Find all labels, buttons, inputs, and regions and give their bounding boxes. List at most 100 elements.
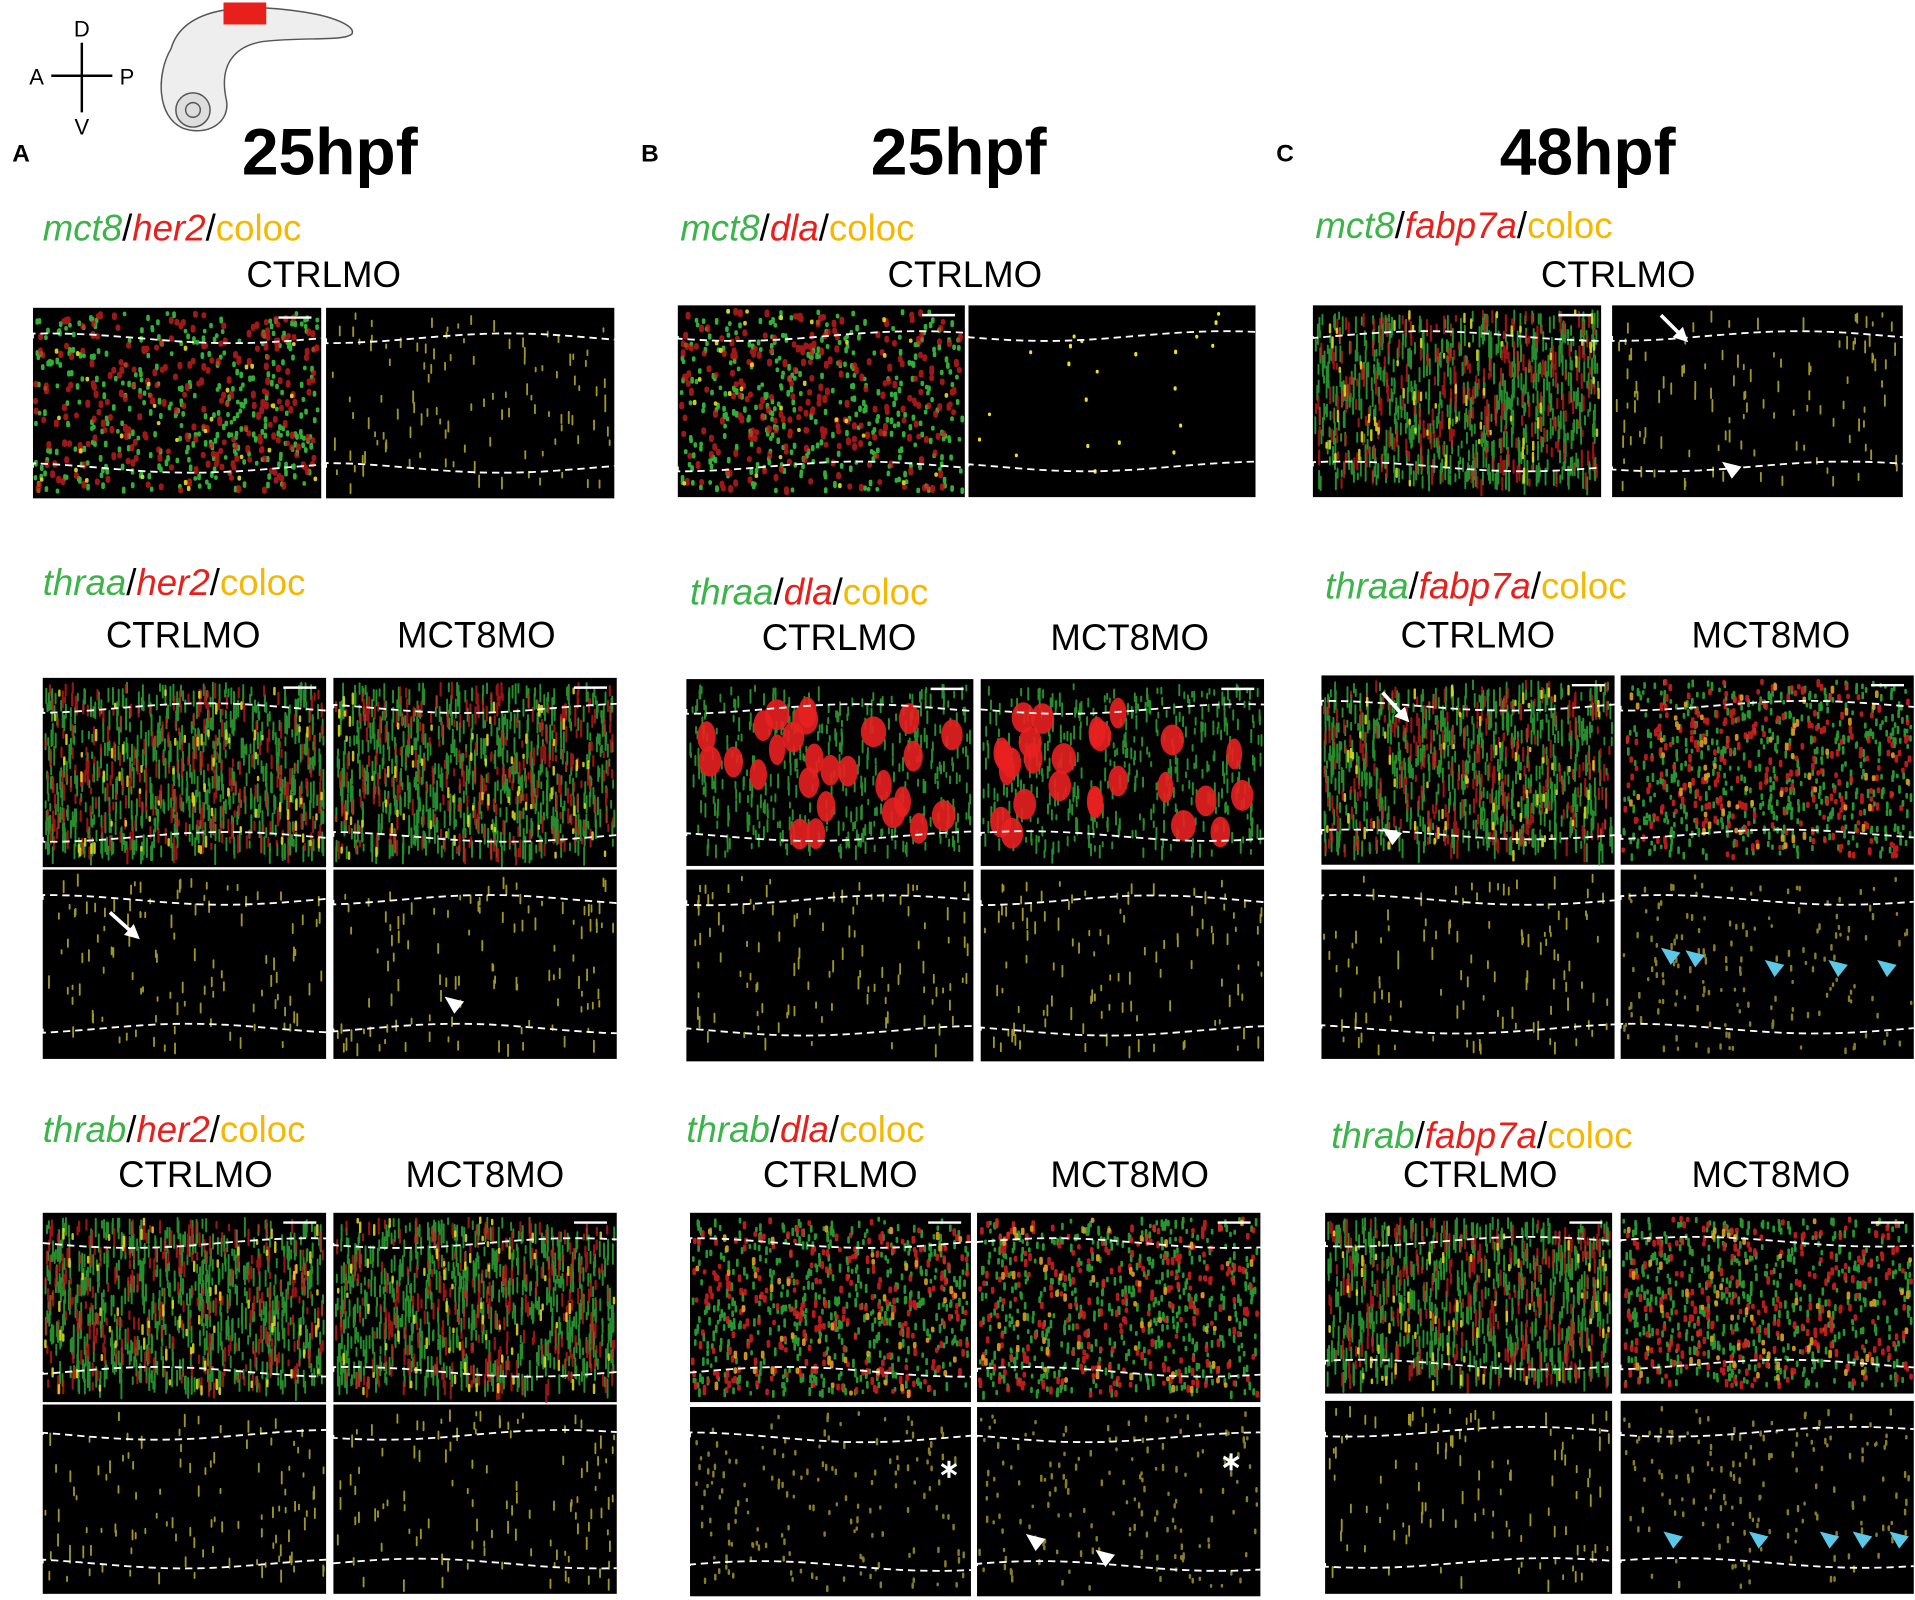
asterisk <box>1222 1453 1240 1471</box>
signal-blob <box>860 716 887 748</box>
probe-label-part: mct8 <box>680 208 760 249</box>
micrograph <box>1320 869 1615 1059</box>
probe-label: mct8/fabp7a/coloc <box>1315 205 1612 246</box>
boundary-dashed <box>689 1366 971 1378</box>
micrograph <box>689 1212 972 1403</box>
micrograph <box>976 1212 1261 1403</box>
image-background <box>980 869 1265 1062</box>
micrograph <box>325 307 615 499</box>
probe-label-part: mct8 <box>43 208 123 249</box>
signal-blob <box>789 818 811 850</box>
panel-title: 25hpf <box>242 115 419 189</box>
dorsal-label: D <box>74 17 90 42</box>
micrograph <box>979 869 1265 1062</box>
probe-label-part: coloc <box>829 208 915 249</box>
probe-label-part: / <box>126 1109 137 1150</box>
probe-label-part: her2 <box>136 1109 209 1150</box>
image-background <box>1620 1400 1914 1594</box>
image-background <box>1321 869 1615 1059</box>
probe-label-part: her2 <box>132 208 205 249</box>
signal-blob <box>838 755 858 787</box>
signal <box>1626 1218 1912 1381</box>
probe-label-part: / <box>1395 205 1406 246</box>
condition-label: MCT8MO <box>1050 617 1209 658</box>
signal-blob <box>698 745 722 777</box>
boundary-dashed <box>676 330 965 342</box>
condition-label: CTRLMO <box>106 614 261 655</box>
probe-label-part: / <box>210 562 221 603</box>
arrowhead <box>1852 1531 1873 1549</box>
boundary-dashed <box>976 1366 1261 1378</box>
boundary-dashed <box>41 831 327 843</box>
condition-label: MCT8MO <box>1050 1154 1209 1195</box>
probe-label: thrab/fabp7a/coloc <box>1331 1115 1632 1156</box>
probe-label-part: dla <box>770 208 819 249</box>
signal-blob <box>1226 738 1243 770</box>
boundary-dashed <box>41 702 327 714</box>
boundary-dashed <box>1324 1235 1613 1248</box>
arrowhead <box>1877 959 1897 978</box>
signal <box>44 1411 325 1585</box>
boundary-dashed <box>685 830 974 842</box>
signal <box>694 875 970 1058</box>
boundary-dashed <box>1619 1235 1914 1248</box>
micrograph <box>976 1406 1261 1597</box>
probe-label-part: / <box>1409 565 1420 606</box>
boundary-dashed <box>979 703 1265 715</box>
condition-label: MCT8MO <box>1692 1154 1851 1195</box>
micrograph <box>979 679 1265 866</box>
probe-label-part: / <box>760 208 771 249</box>
boundary-dashed <box>1619 699 1914 712</box>
boundary-dashed <box>685 894 974 907</box>
arrowhead <box>1025 1534 1046 1552</box>
signal-blob <box>931 800 956 832</box>
signal-blob <box>941 719 963 751</box>
signal <box>331 312 611 495</box>
embryo-eye <box>175 92 211 128</box>
boundary-dashed <box>979 830 1265 842</box>
micrograph <box>689 1406 972 1597</box>
condition-label: MCT8MO <box>1692 614 1851 655</box>
signal-blob <box>1030 703 1055 734</box>
panel-letter: C <box>1276 140 1294 167</box>
signal <box>682 308 949 489</box>
signal-blob <box>1195 785 1217 817</box>
micrograph <box>685 869 974 1062</box>
micrograph <box>1611 305 1903 498</box>
probe-label-part: thrab <box>686 1109 769 1150</box>
panel-title: 48hpf <box>1500 115 1677 189</box>
image-background <box>686 869 974 1062</box>
signal-blob <box>1051 743 1077 774</box>
boundary-dashed <box>685 1025 974 1037</box>
image-background <box>326 307 615 499</box>
boundary-dashed <box>1311 460 1602 473</box>
signal-blob <box>798 767 820 798</box>
probe-label-part: fabp7a <box>1425 1115 1537 1156</box>
signal-blob <box>764 699 790 731</box>
micrograph <box>1619 1400 1914 1594</box>
signal-blob <box>898 703 920 735</box>
probe-label-part: / <box>833 572 844 613</box>
signal-blob <box>816 791 836 822</box>
signal-blob <box>792 703 819 735</box>
signal-blob <box>1157 771 1174 803</box>
signal <box>53 686 323 857</box>
arrow <box>1659 313 1689 343</box>
arrowhead <box>444 996 465 1014</box>
boundary-dashed <box>32 462 322 474</box>
probe-label-part: mct8 <box>1315 205 1395 246</box>
probe-label-part: coloc <box>1541 565 1627 606</box>
signal <box>1326 684 1602 862</box>
signal-blob <box>723 746 744 778</box>
arrowhead <box>1660 947 1681 965</box>
micrograph <box>332 1404 617 1594</box>
signal <box>1629 683 1910 850</box>
probe-label-part: coloc <box>843 572 929 613</box>
condition-label: CTRLMO <box>118 1154 273 1195</box>
probe-label-part: fabp7a <box>1405 205 1517 246</box>
condition-label: CTRLMO <box>1400 614 1555 655</box>
boundary-dashed <box>41 1429 327 1441</box>
image-background <box>333 869 617 1059</box>
signal <box>33 311 320 494</box>
signal <box>1328 1216 1611 1394</box>
